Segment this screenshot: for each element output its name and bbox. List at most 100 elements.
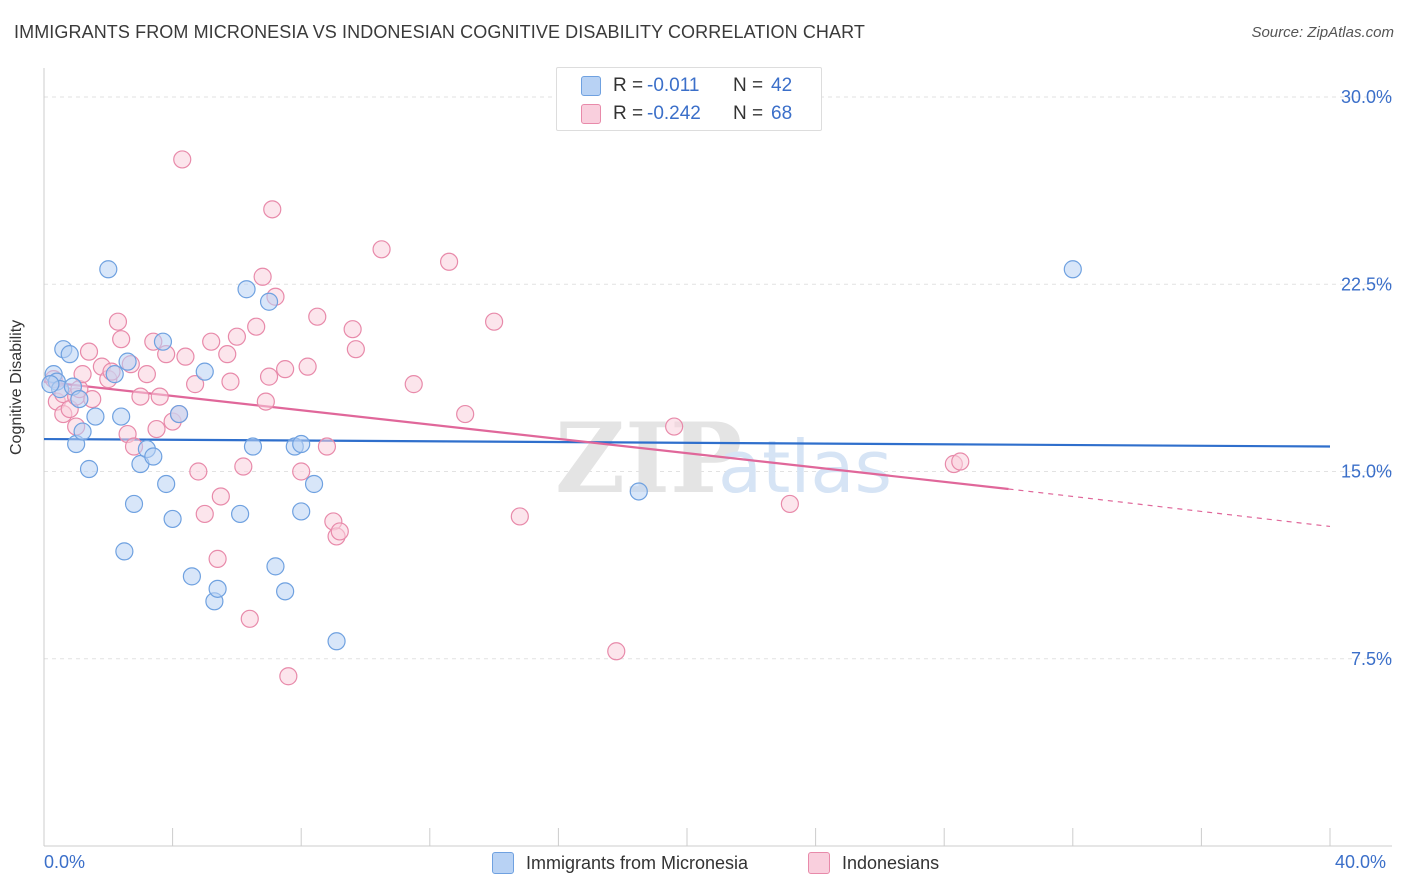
bottom-legend-swatch	[808, 852, 830, 874]
point-micronesia	[163, 509, 182, 529]
point-micronesia	[208, 579, 227, 598]
point-micronesia	[124, 494, 144, 514]
point-indonesians	[256, 392, 275, 411]
point-micronesia	[182, 567, 201, 586]
point-indonesians	[79, 342, 99, 361]
bottom-legend: Immigrants from Micronesia Indonesians	[0, 852, 1406, 878]
legend-n-label: N =	[733, 103, 764, 124]
point-indonesians	[263, 200, 282, 219]
point-indonesians	[253, 267, 272, 286]
point-indonesians	[112, 330, 131, 349]
point-micronesia	[243, 437, 263, 456]
legend-n-label: N =	[733, 75, 764, 96]
point-indonesians	[147, 419, 166, 439]
point-micronesia	[292, 502, 311, 521]
point-indonesians	[372, 240, 391, 259]
point-indonesians	[439, 252, 459, 271]
trend-line-extension	[1008, 488, 1331, 528]
point-micronesia	[41, 375, 60, 394]
bottom-legend-indonesians: Indonesians	[808, 852, 939, 874]
point-indonesians	[234, 457, 253, 476]
point-micronesia	[60, 345, 79, 364]
data-points	[41, 150, 1082, 686]
legend-r-value: -0.242	[647, 103, 701, 124]
point-micronesia	[118, 352, 137, 371]
point-micronesia	[115, 542, 134, 561]
point-indonesians	[73, 365, 92, 384]
point-indonesians	[150, 387, 169, 406]
point-indonesians	[108, 312, 128, 331]
legend-swatch-indonesians	[581, 104, 601, 124]
point-micronesia	[327, 632, 346, 651]
point-indonesians	[298, 357, 317, 376]
point-indonesians	[343, 320, 362, 339]
legend-n-value: 42	[771, 75, 793, 96]
point-indonesians	[330, 522, 349, 541]
point-micronesia	[237, 280, 256, 299]
watermark-zip: ZIP	[555, 402, 742, 515]
chart-title: IMMIGRANTS FROM MICRONESIA VS INDONESIAN…	[14, 22, 866, 42]
point-indonesians	[208, 549, 227, 568]
point-indonesians	[211, 487, 230, 506]
x-tick-label-min: 0.0%	[44, 852, 86, 872]
point-indonesians	[510, 507, 529, 526]
point-micronesia	[276, 582, 295, 601]
point-micronesia	[105, 365, 124, 384]
point-indonesians	[227, 327, 246, 346]
point-indonesians	[202, 332, 221, 351]
grid-lines	[44, 96, 1392, 660]
point-indonesians	[137, 365, 156, 384]
y-tick-label: 7.5%	[1351, 649, 1392, 669]
point-micronesia	[144, 447, 163, 466]
point-micronesia	[157, 474, 176, 494]
point-indonesians	[240, 609, 259, 628]
point-micronesia	[195, 362, 214, 381]
point-indonesians	[221, 372, 240, 391]
point-micronesia	[153, 332, 173, 351]
axes	[43, 68, 1392, 847]
point-indonesians	[404, 375, 423, 394]
point-indonesians	[951, 452, 970, 471]
legend-r-label: R =	[613, 75, 644, 96]
source-label: Source: ZipAtlas.com	[1251, 24, 1394, 41]
point-indonesians	[276, 360, 295, 379]
y-tick-label: 22.5%	[1341, 274, 1392, 294]
point-indonesians	[780, 494, 799, 514]
bottom-legend-label: Immigrants from Micronesia	[526, 852, 749, 873]
point-indonesians	[247, 317, 266, 336]
point-indonesians	[189, 462, 208, 481]
watermark: ZIPatlas	[555, 402, 892, 515]
point-micronesia	[629, 482, 648, 501]
legend-swatch-micronesia	[581, 76, 601, 96]
point-micronesia	[1063, 260, 1082, 279]
y-tick-labels: 7.5% 15.0% 22.5% 30.0%	[1341, 87, 1392, 669]
point-micronesia	[169, 404, 189, 424]
point-micronesia	[73, 422, 92, 441]
point-micronesia	[266, 557, 285, 576]
point-micronesia	[259, 292, 279, 311]
point-micronesia	[304, 474, 324, 494]
point-indonesians	[308, 307, 327, 326]
point-micronesia	[112, 407, 131, 426]
point-indonesians	[218, 345, 237, 364]
legend-box: R = -0.011 N = 42 R = -0.242 N = 68	[556, 67, 822, 131]
point-indonesians	[195, 504, 214, 524]
point-indonesians	[131, 387, 150, 406]
point-indonesians	[346, 340, 365, 359]
point-indonesians	[259, 367, 279, 386]
point-indonesians	[317, 437, 337, 456]
legend-n-value: 68	[771, 103, 793, 124]
point-micronesia	[99, 260, 118, 279]
point-indonesians	[607, 642, 626, 661]
trend-line-indonesians	[43, 380, 1009, 491]
y-axis-label: Cognitive Disability	[8, 319, 25, 455]
point-indonesians	[485, 312, 504, 331]
point-indonesians	[279, 667, 298, 686]
point-micronesia	[79, 459, 99, 479]
legend-r-value: -0.011	[647, 75, 700, 96]
point-micronesia	[86, 407, 105, 426]
y-tick-label: 15.0%	[1341, 462, 1392, 482]
point-micronesia	[70, 389, 89, 409]
legend-r-label: R =	[613, 103, 644, 124]
